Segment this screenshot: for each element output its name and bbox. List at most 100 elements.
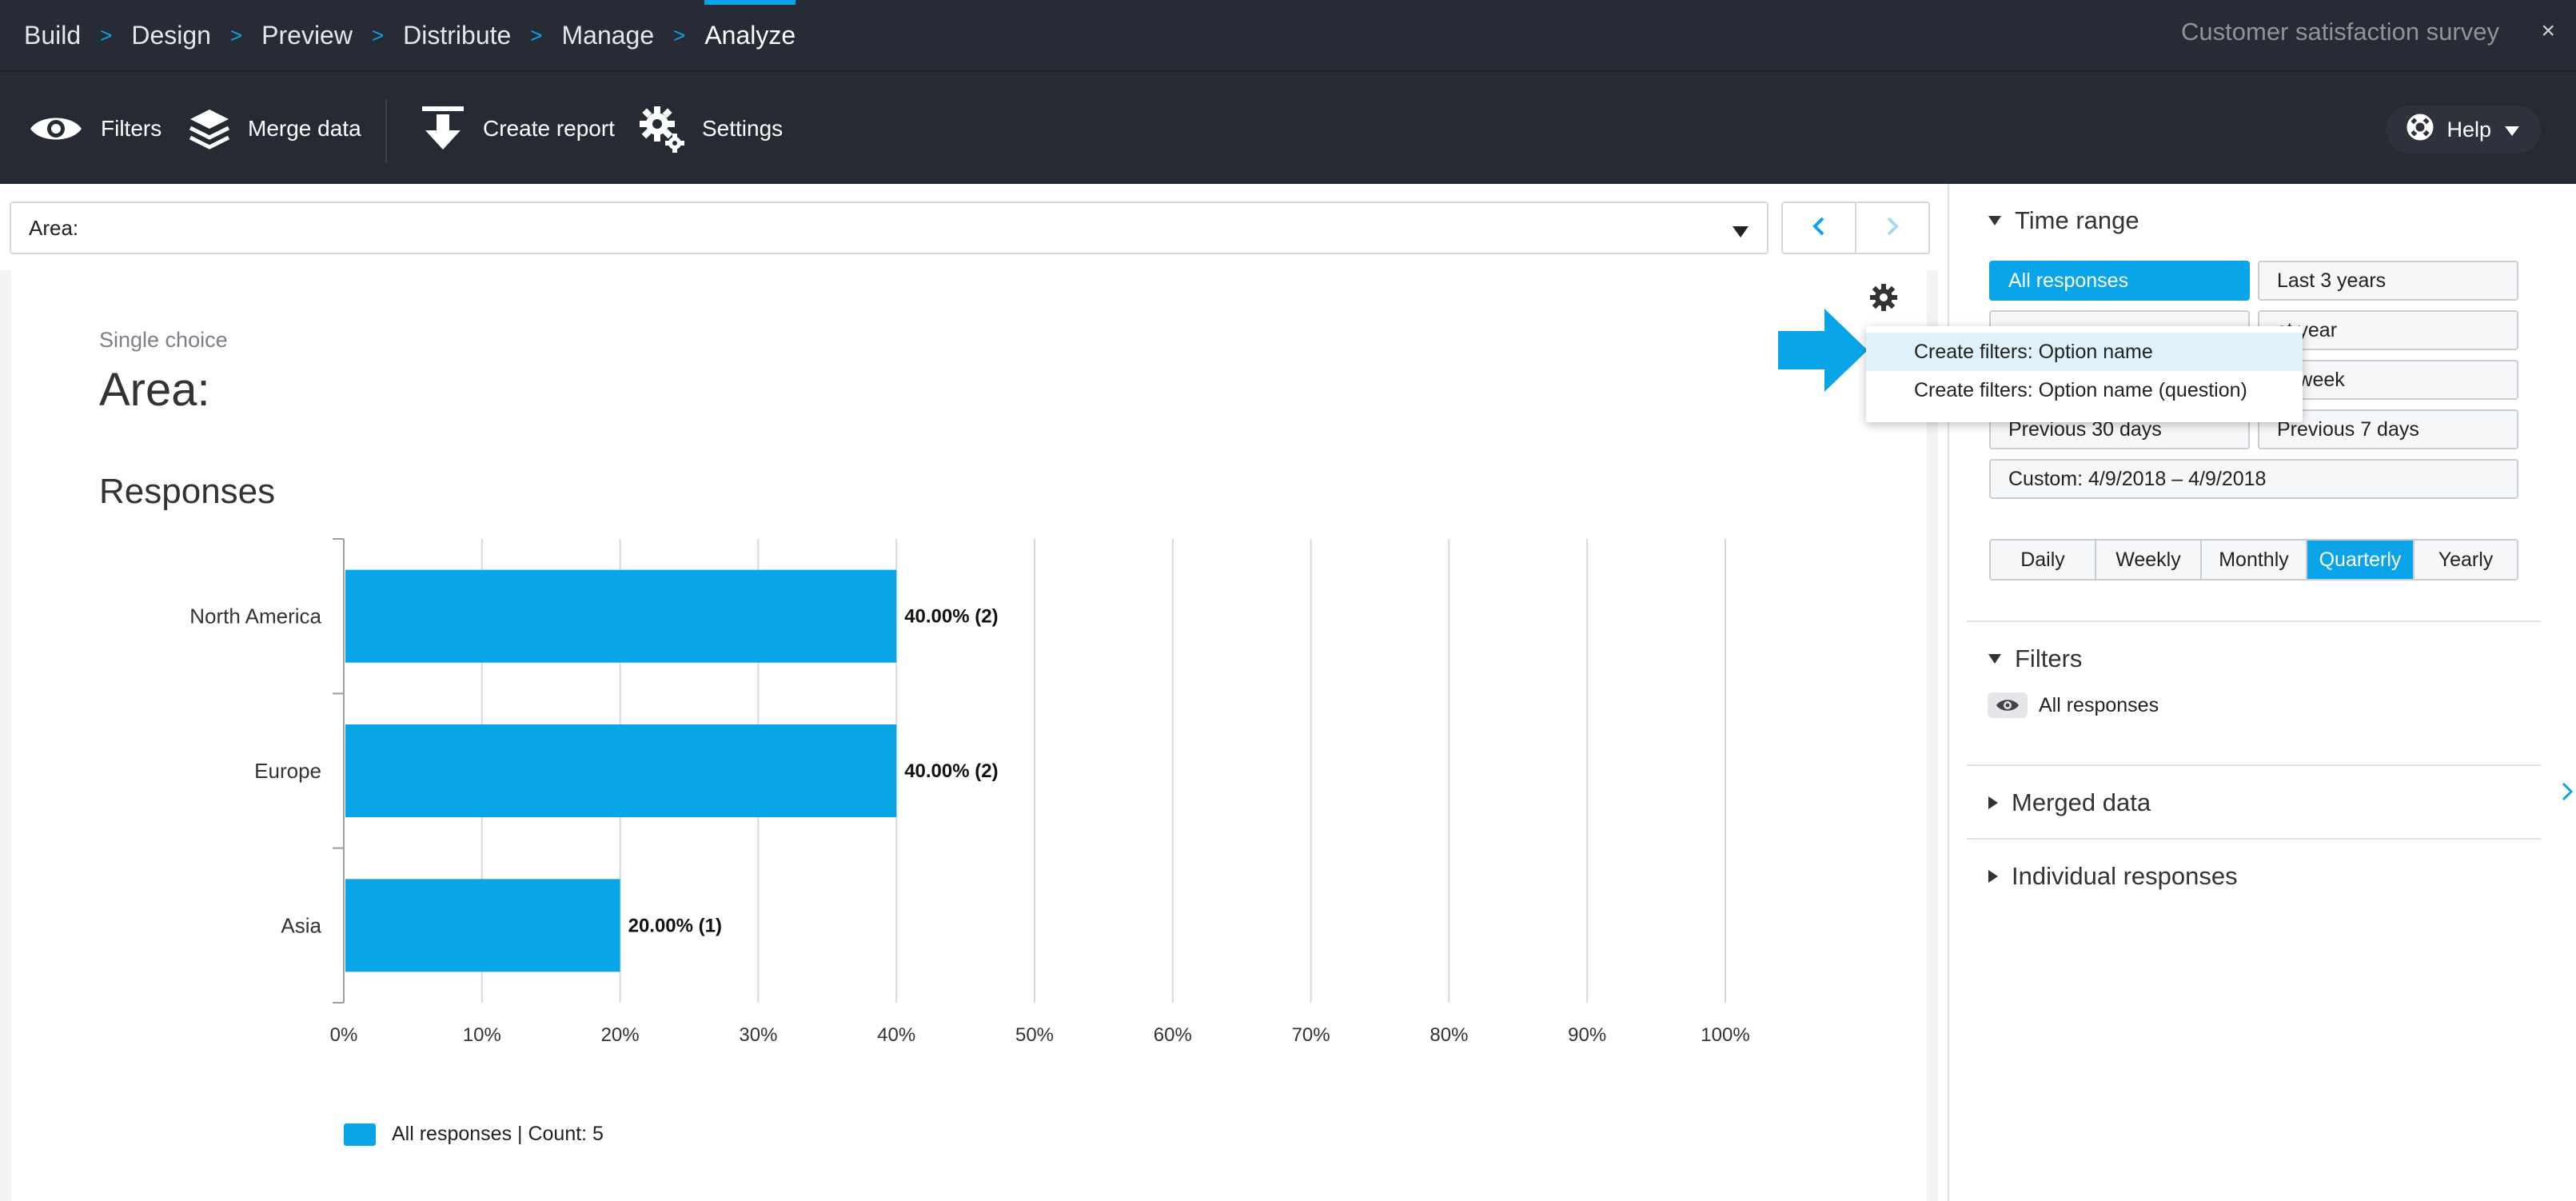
chevron-left-icon [1812, 217, 1825, 240]
legend-swatch [344, 1123, 376, 1146]
survey-title: Customer satisfaction survey [2181, 18, 2499, 46]
x-tick-label: 70% [1292, 1024, 1330, 1046]
interval-monthly[interactable]: Monthly [2200, 541, 2306, 579]
crumb-preview[interactable]: Preview [261, 20, 353, 50]
bar-value-label: 40.00% (2) [904, 606, 998, 628]
filters-button[interactable]: Filters [29, 72, 161, 186]
x-tick-label: 80% [1430, 1024, 1468, 1046]
settings-label: Settings [702, 116, 784, 141]
filters-label: Filters [101, 116, 162, 141]
eye-icon [29, 111, 83, 146]
question-type: Single choice [99, 328, 228, 352]
merge-data-button[interactable]: Merge data [189, 72, 361, 186]
category-label: Europe [254, 759, 321, 783]
question-report-area: Single choice Area: Responses 0% 10% 20% 30… [0, 270, 1938, 1201]
breadcrumb-separator-icon: > [673, 22, 686, 47]
bar [345, 879, 620, 972]
merged-data-heading: Merged data [2012, 788, 2151, 816]
lifebuoy-icon [2407, 114, 2434, 146]
gear-context-menu: Create filters: Option name Create filte… [1866, 326, 2303, 422]
chart-legend: All responses | Count: 5 [344, 1123, 604, 1146]
bar [345, 724, 897, 817]
time-range-toggle[interactable]: Time range [1988, 206, 2139, 235]
interval-quarterly[interactable]: Quarterly [2306, 541, 2413, 579]
question-select-value: Area: [29, 215, 79, 240]
toolbar: Filters Merge data Create report [0, 70, 2576, 184]
filters-heading: Filters [2015, 644, 2083, 672]
question-card: Single choice Area: Responses 0% 10% 20% 30… [11, 270, 1927, 1201]
custom-range-button[interactable]: Custom: 4/9/2018 – 4/9/2018 [1989, 459, 2518, 499]
last-3-years-button[interactable]: Last 3 years [2258, 261, 2518, 301]
breadcrumb-separator-icon: > [100, 22, 113, 47]
crumb-build[interactable]: Build [24, 20, 82, 50]
previous-7-days-button[interactable]: Previous 7 days [2258, 409, 2518, 449]
next-question-button[interactable] [1855, 203, 1928, 253]
menu-item-create-filters-option-name[interactable]: Create filters: Option name [1866, 333, 2303, 371]
gear-icon[interactable] [1868, 281, 1900, 317]
responses-heading: Responses [99, 472, 276, 511]
time-range-heading: Time range [2015, 206, 2139, 234]
caret-down-icon [1732, 219, 1749, 244]
triangle-down-icon [1988, 215, 2002, 226]
divider [1967, 620, 2541, 622]
create-report-label: Create report [483, 116, 615, 141]
question-title: Area: [99, 364, 210, 416]
x-tick-label: 30% [739, 1024, 777, 1046]
triangle-right-icon [1988, 869, 1999, 884]
close-icon[interactable]: × [2541, 18, 2555, 44]
menu-item-create-filters-option-name-question[interactable]: Create filters: Option name (question) [1914, 378, 2247, 401]
legend-label: All responses | Count: 5 [392, 1123, 604, 1145]
divider [1967, 838, 2541, 840]
crumb-manage[interactable]: Manage [561, 20, 655, 50]
question-select[interactable]: Area: [10, 201, 1769, 254]
breadcrumb-separator-icon: > [229, 22, 243, 47]
individual-responses-toggle[interactable]: Individual responses [1988, 862, 2238, 891]
question-selector-row: Area: [0, 184, 1938, 270]
bar [345, 569, 897, 663]
x-tick-label: 100% [1701, 1024, 1749, 1046]
question-nav [1781, 201, 1930, 254]
divider [1967, 764, 2541, 766]
x-tick-label: 20% [601, 1024, 640, 1046]
toolbar-divider [385, 99, 387, 163]
callout-arrow-icon [1778, 309, 1868, 396]
category-label: North America [189, 604, 321, 628]
x-tick-label: 40% [877, 1024, 915, 1046]
gears-icon [640, 105, 684, 153]
top-navigation-bar: Build > Design > Preview > Distribute > … [0, 0, 2576, 70]
crumb-analyze[interactable]: Analyze [704, 0, 796, 70]
x-tick-label: 90% [1568, 1024, 1606, 1046]
triangle-right-icon [1988, 796, 1999, 810]
interval-yearly[interactable]: Yearly [2413, 541, 2517, 579]
active-filter-label: All responses [2039, 693, 2159, 716]
crumb-distribute[interactable]: Distribute [403, 20, 512, 50]
individual-responses-heading: Individual responses [2012, 862, 2238, 890]
all-responses-range-button[interactable]: All responses [1989, 261, 2250, 301]
active-filter[interactable]: All responses [1988, 692, 2159, 718]
create-report-button[interactable]: Create report [421, 72, 615, 186]
caret-down-icon [2504, 118, 2520, 142]
bar-value-label: 40.00% (2) [904, 760, 998, 782]
settings-button[interactable]: Settings [640, 72, 783, 186]
interval-selector: Daily Weekly Monthly Quarterly Yearly [1989, 539, 2518, 581]
responses-bar-chart: 0% 10% 20% 30% 40% 50% 60% 70% 80% 90% 100% North A… [189, 538, 1750, 1046]
breadcrumb: Build > Design > Preview > Distribute > … [24, 0, 796, 70]
help-label: Help [2446, 117, 2491, 142]
breadcrumb-separator-icon: > [371, 22, 385, 47]
filters-section-toggle[interactable]: Filters [1988, 644, 2082, 673]
merged-data-toggle[interactable]: Merged data [1988, 788, 2151, 817]
x-tick-label: 10% [463, 1024, 501, 1046]
help-button[interactable]: Help [2386, 106, 2541, 154]
download-arrow-icon [421, 105, 465, 153]
x-tick-label: 50% [1015, 1024, 1054, 1046]
interval-daily[interactable]: Daily [1991, 541, 2095, 579]
chevron-right-icon [1886, 217, 1899, 240]
bar-value-label: 20.00% (1) [628, 915, 722, 936]
category-label: Asia [281, 913, 321, 937]
crumb-design[interactable]: Design [131, 20, 211, 50]
x-tick-label: 60% [1154, 1024, 1192, 1046]
previous-question-button[interactable] [1783, 203, 1855, 253]
chevron-right-icon[interactable] [2562, 782, 2574, 805]
interval-weekly[interactable]: Weekly [2095, 541, 2200, 579]
layers-icon [189, 106, 230, 151]
